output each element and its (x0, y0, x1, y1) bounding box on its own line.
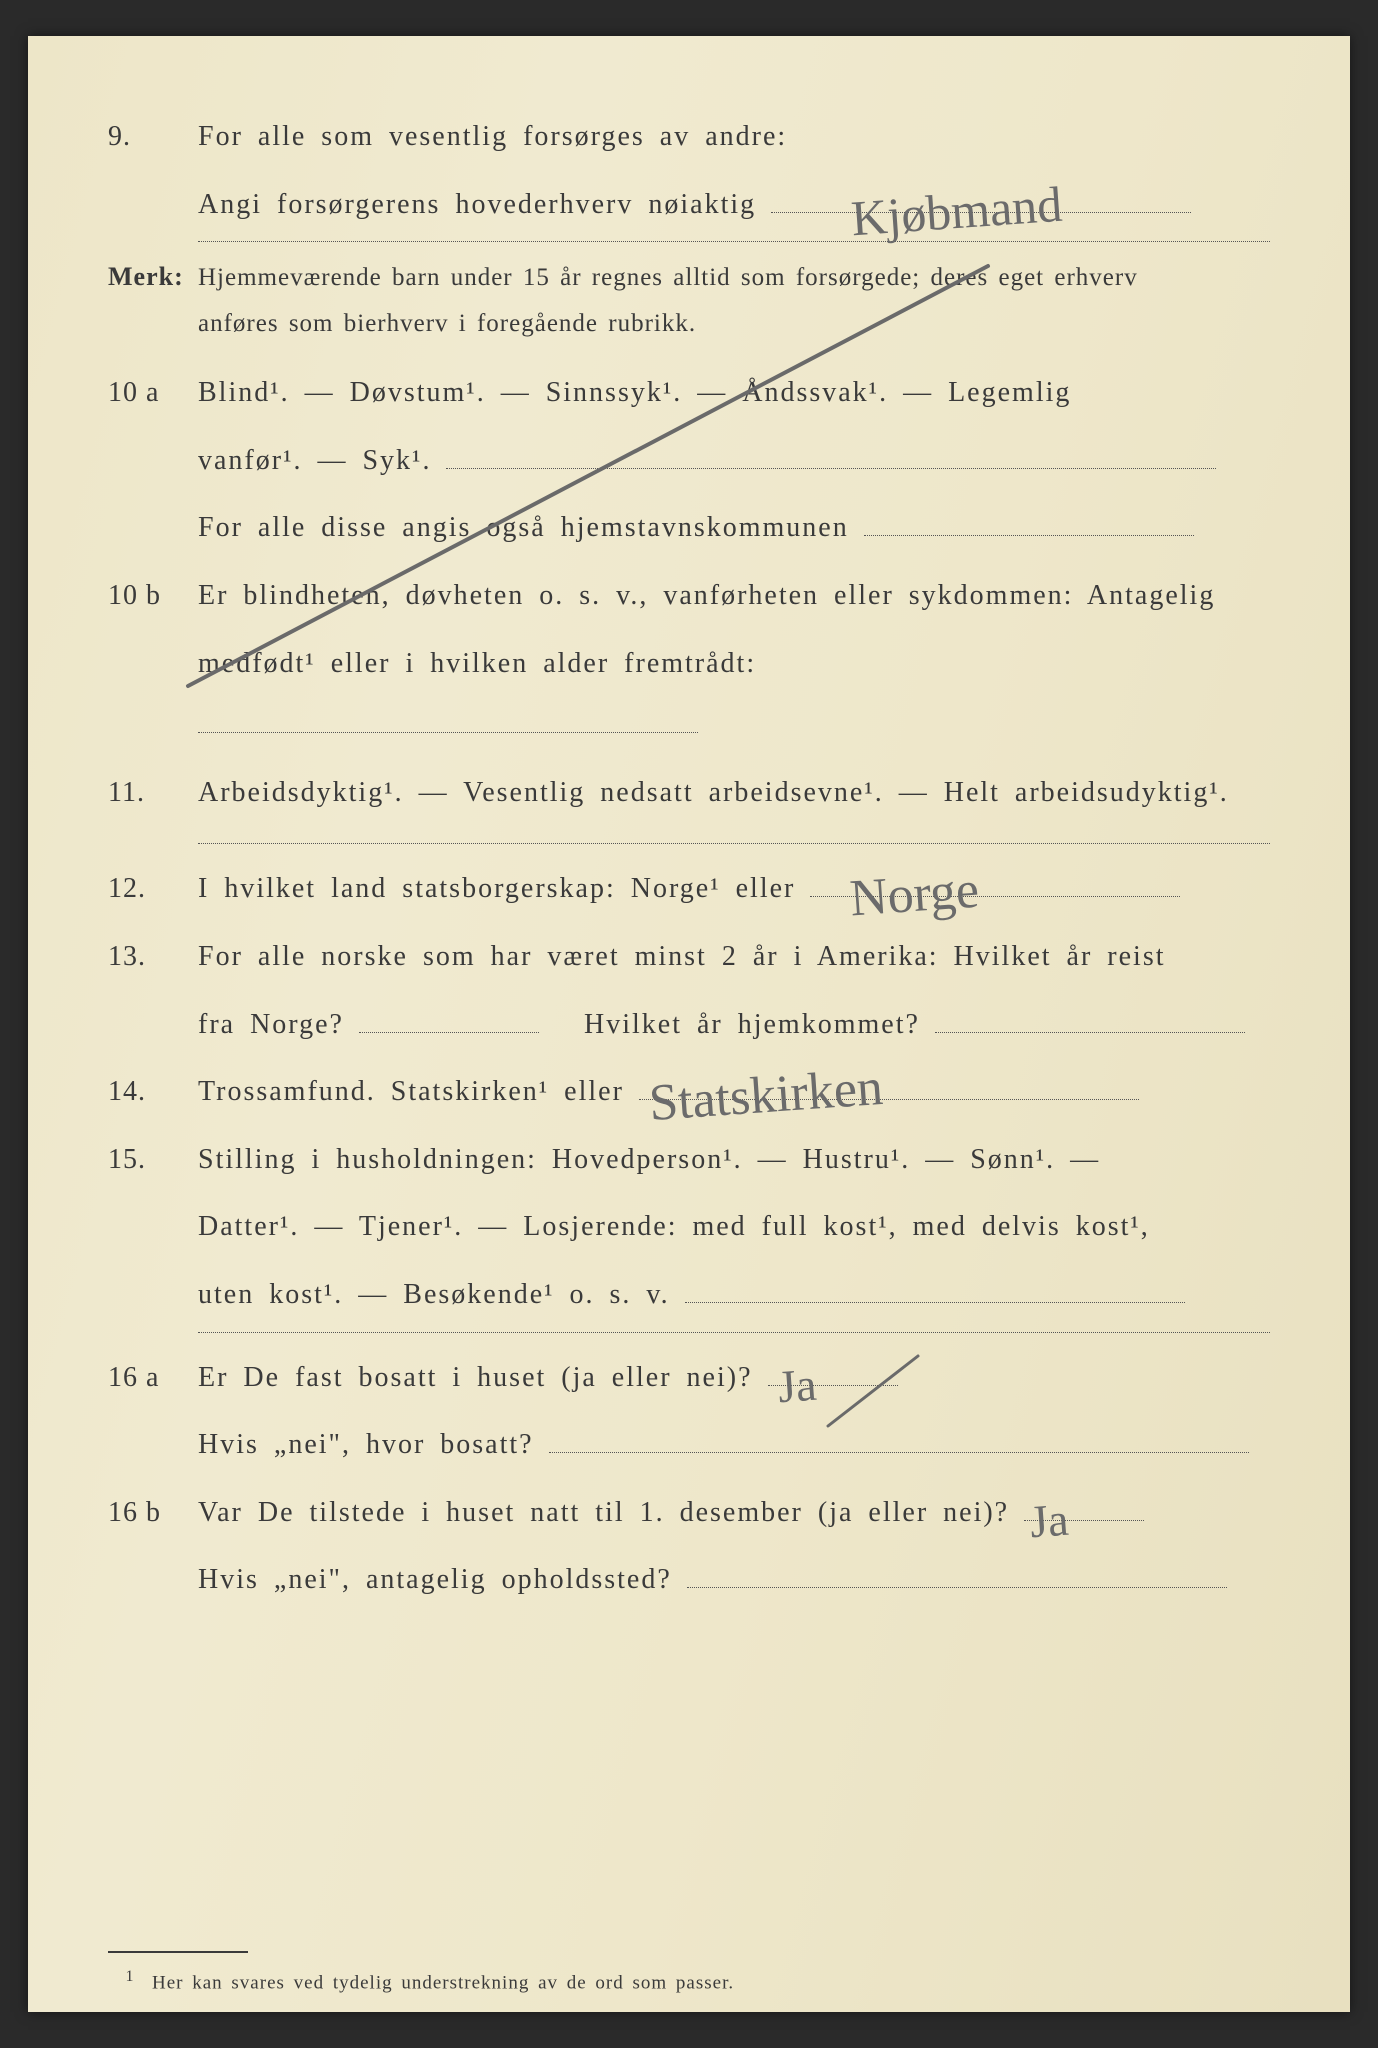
question-10b-line2: medfødt¹ eller i hvilken alder fremtrådt… (108, 633, 1270, 756)
divider-after-15 (198, 1332, 1270, 1333)
question-14: 14. Trossamfund. Statskirken¹ eller Stat… (108, 1061, 1270, 1123)
q9-text1: For alle som vesentlig forsørges av andr… (198, 106, 1270, 168)
footnote: 1 Her kan svares ved tydelig understrekn… (108, 1959, 1270, 2004)
q15-number: 15. (108, 1129, 198, 1191)
q10a-text2: vanfør¹. — Syk¹. (198, 445, 431, 476)
merk-label: Merk: (108, 256, 198, 298)
q10b-fill (198, 704, 698, 733)
divider-after-9 (198, 241, 1270, 242)
question-13-line1: 13. For alle norske som har været minst … (108, 926, 1270, 988)
q16b-number: 16 b (108, 1482, 198, 1544)
q16a-fill2 (549, 1424, 1249, 1453)
q14-fill: Statskirken (639, 1071, 1139, 1100)
merk-line2: anføres som bierhverv i foregående rubri… (108, 304, 1270, 344)
q14-number: 14. (108, 1061, 198, 1123)
q13-text2a: fra Norge? (198, 1009, 344, 1040)
merk-line1: Merk: Hjemmeværende barn under 15 år reg… (108, 256, 1270, 298)
q16a-fill1: Ja (768, 1357, 898, 1386)
question-16b-line2: Hvis „nei", antagelig opholdssted? (108, 1549, 1270, 1611)
question-13-line2: fra Norge? Hvilket år hjemkommet? (108, 994, 1270, 1056)
q16b-fill1: Ja (1024, 1492, 1144, 1521)
q13-fill1 (359, 1004, 539, 1033)
q9-number: 9. (108, 106, 198, 168)
question-10a-line2: vanfør¹. — Syk¹. (108, 430, 1270, 492)
question-16b-line1: 16 b Var De tilstede i huset natt til 1.… (108, 1482, 1270, 1544)
q15-fill (685, 1274, 1185, 1303)
document-page: 9. For alle som vesentlig forsørges av a… (28, 36, 1350, 2012)
question-11: 11. Arbeidsdyktig¹. — Vesentlig nedsatt … (108, 762, 1270, 824)
question-15-line3: uten kost¹. — Besøkende¹ o. s. v. (108, 1264, 1270, 1326)
q10b-number: 10 b (108, 565, 198, 627)
q10a-fill2 (864, 507, 1194, 536)
q14-text: Trossamfund. Statskirken¹ eller (198, 1076, 624, 1107)
q9-fill: Kjøbmand (771, 184, 1191, 213)
footnote-marker: 1 (126, 1968, 135, 1985)
q16a-text2: Hvis „nei", hvor bosatt? (198, 1429, 534, 1460)
merk-text1: Hjemmeværende barn under 15 år regnes al… (198, 258, 1270, 298)
q13-text2b: Hvilket år hjemkommet? (584, 1009, 920, 1040)
q16b-fill2 (687, 1559, 1227, 1588)
q12-fill: Norge (810, 868, 1180, 897)
q12-number: 12. (108, 858, 198, 920)
question-10b-line1: 10 b Er blindheten, døvheten o. s. v., v… (108, 565, 1270, 627)
q10a-number: 10 a (108, 362, 198, 424)
q13-text1: For alle norske som har været minst 2 år… (198, 926, 1270, 988)
question-15-line1: 15. Stilling i husholdningen: Hovedperso… (108, 1129, 1270, 1191)
footnote-rule (108, 1951, 248, 1953)
q9-text2: Angi forsørgerens hovederhverv nøiaktig (198, 189, 756, 220)
q16a-number: 16 a (108, 1347, 198, 1409)
q16a-text1: Er De fast bosatt i huset (ja eller nei)… (198, 1362, 753, 1393)
q10b-text2: medfødt¹ eller i hvilken alder fremtrådt… (198, 648, 756, 679)
merk-text2: anføres som bierhverv i foregående rubri… (198, 304, 1270, 344)
question-9-line2: Angi forsørgerens hovederhverv nøiaktig … (108, 174, 1270, 236)
q11-text: Arbeidsdyktig¹. — Vesentlig nedsatt arbe… (198, 762, 1270, 824)
q13-number: 13. (108, 926, 198, 988)
footnote-text: Her kan svares ved tydelig understreknin… (152, 1972, 734, 1993)
q15-text3: uten kost¹. — Besøkende¹ o. s. v. (198, 1279, 670, 1310)
question-10a-line3: For alle disse angis også hjemstavnskomm… (108, 497, 1270, 559)
q16b-text1: Var De tilstede i huset natt til 1. dese… (198, 1497, 1009, 1528)
q10a-fill1 (446, 440, 1216, 469)
question-16a-line1: 16 a Er De fast bosatt i huset (ja eller… (108, 1347, 1270, 1409)
question-10a-line1: 10 a Blind¹. — Døvstum¹. — Sinnssyk¹. — … (108, 362, 1270, 424)
q10a-text3: For alle disse angis også hjemstavnskomm… (198, 512, 849, 543)
question-16a-line2: Hvis „nei", hvor bosatt? (108, 1414, 1270, 1476)
q11-number: 11. (108, 762, 198, 824)
q10a-text1: Blind¹. — Døvstum¹. — Sinnssyk¹. — Åndss… (198, 362, 1270, 424)
q13-fill2 (935, 1004, 1245, 1033)
q15-text1: Stilling i husholdningen: Hovedperson¹. … (198, 1129, 1270, 1191)
question-9-line1: 9. For alle som vesentlig forsørges av a… (108, 106, 1270, 168)
question-15-line2: Datter¹. — Tjener¹. — Losjerende: med fu… (108, 1196, 1270, 1258)
divider-after-11 (198, 843, 1270, 844)
q15-text2: Datter¹. — Tjener¹. — Losjerende: med fu… (198, 1196, 1270, 1258)
q16b-text2: Hvis „nei", antagelig opholdssted? (198, 1564, 672, 1595)
q12-text: I hvilket land statsborgerskap: Norge¹ e… (198, 873, 795, 904)
question-12: 12. I hvilket land statsborgerskap: Norg… (108, 858, 1270, 920)
q10b-text1: Er blindheten, døvheten o. s. v., vanfør… (198, 565, 1270, 627)
